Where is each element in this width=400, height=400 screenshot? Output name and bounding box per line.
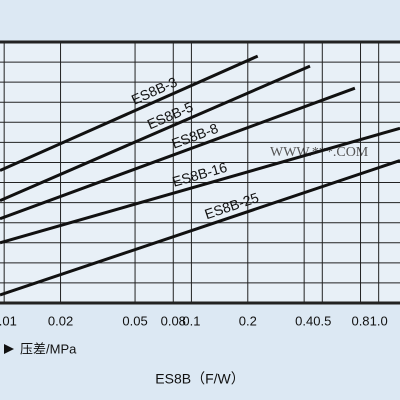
x-tick-label: 0.1 [182, 313, 200, 328]
x-tick-label: 0.8 [351, 313, 369, 328]
x-tick-label: 0.4 [295, 313, 313, 328]
x-tick-label: 0.02 [48, 313, 73, 328]
x-tick-label: 1.0 [370, 313, 388, 328]
series-line [0, 126, 400, 245]
series-line [0, 64, 311, 202]
x-tick-label: 0.05 [122, 313, 147, 328]
x-tick-label: 0.2 [239, 313, 257, 328]
arrow-icon [4, 344, 14, 354]
x-tick-label: 0.08 [161, 313, 186, 328]
series-line [0, 159, 400, 297]
x-axis-label: 压差/MPa [20, 341, 77, 356]
x-tick-label: 0.01 [0, 313, 17, 328]
series-line [0, 86, 356, 221]
chart-title: ES8B（F/W） [155, 371, 244, 387]
x-tick-label: 0.5 [313, 313, 331, 328]
series-line [0, 54, 259, 172]
